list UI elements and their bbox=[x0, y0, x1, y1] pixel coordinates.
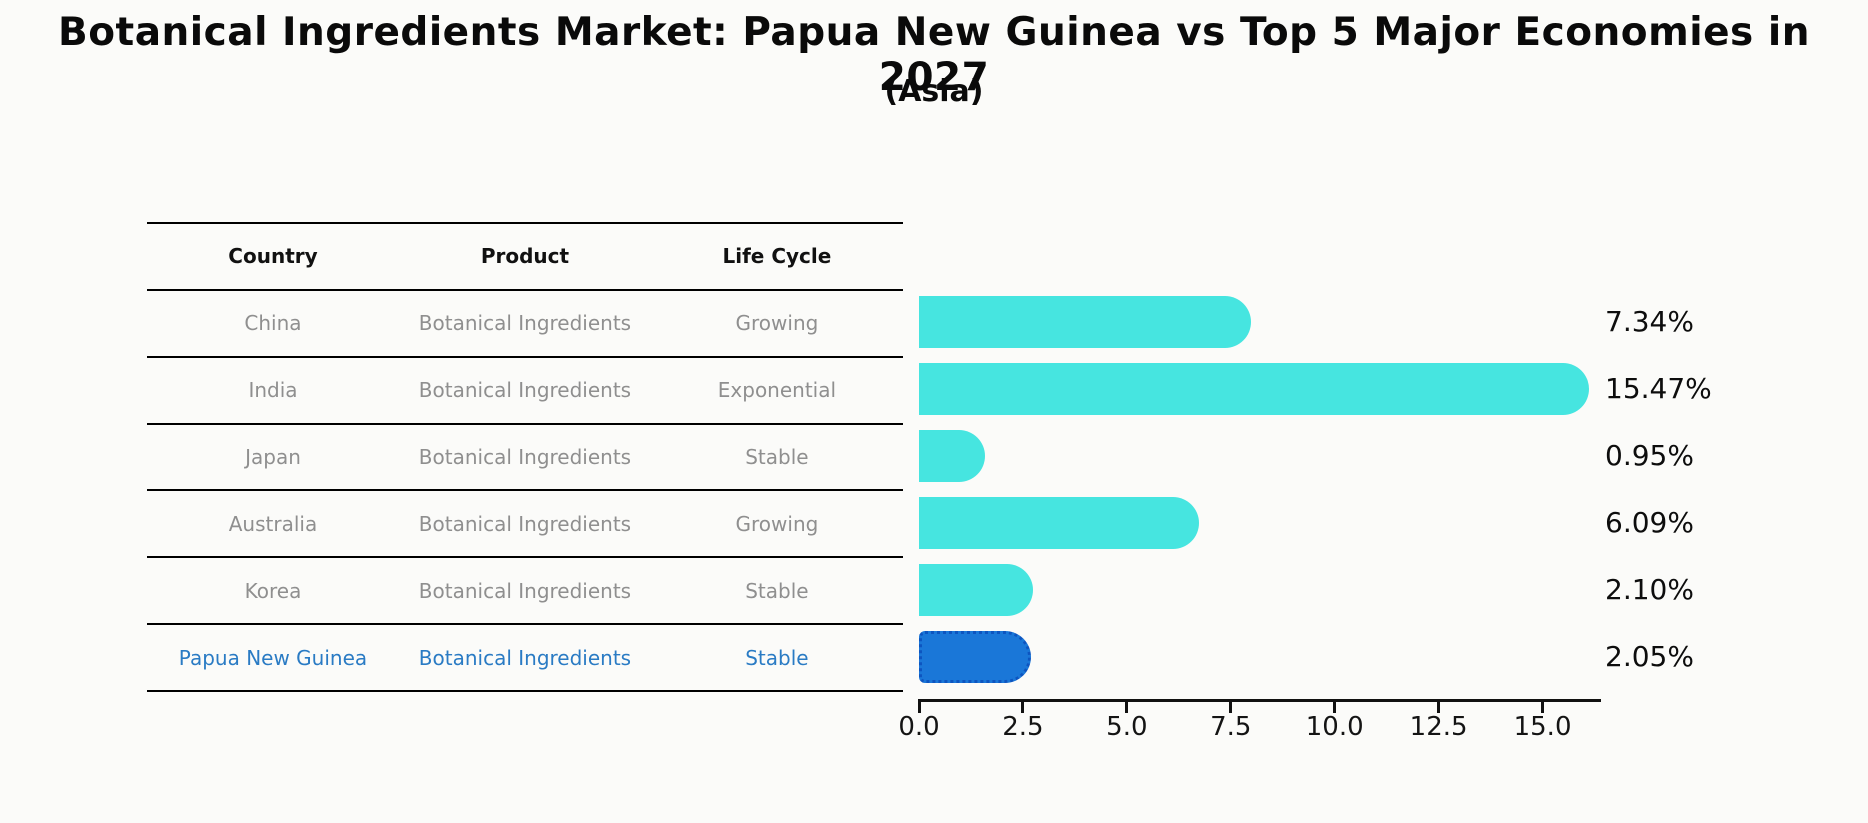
table-cell-country: India bbox=[248, 378, 298, 403]
x-axis-tick-label: 7.5 bbox=[1210, 712, 1252, 742]
column-header: Country bbox=[228, 244, 318, 269]
bar-value-label: 7.34% bbox=[1605, 305, 1694, 339]
table-cell-life-cycle: Stable bbox=[745, 645, 809, 670]
table-row: China Botanical Ingredients Growing bbox=[147, 288, 903, 356]
x-axis-tick-label: 0.0 bbox=[898, 712, 940, 742]
x-axis-tick bbox=[1125, 702, 1129, 713]
x-axis-tick bbox=[1229, 702, 1233, 713]
table-cell-life-cycle: Exponential bbox=[717, 378, 837, 403]
table-header-row: Country Product Life Cycle bbox=[147, 222, 903, 289]
bar bbox=[919, 430, 986, 482]
table-row: Korea Botanical Ingredients Stable bbox=[147, 556, 903, 623]
x-axis-tick-label: 2.5 bbox=[1002, 712, 1044, 742]
bar-value-label: 2.10% bbox=[1605, 572, 1694, 606]
table-row: Australia Botanical Ingredients Growing bbox=[147, 489, 903, 556]
x-axis-tick bbox=[1021, 702, 1025, 713]
x-axis-line bbox=[918, 699, 1601, 702]
bar-value-label: 6.09% bbox=[1605, 505, 1694, 539]
x-axis-tick-label: 15.0 bbox=[1513, 712, 1572, 742]
bar-value-label: 15.47% bbox=[1605, 372, 1712, 406]
table-row: Papua New Guinea Botanical Ingredients Sta… bbox=[147, 623, 903, 690]
table-cell-country: Korea bbox=[244, 578, 302, 603]
column-header: Life Cycle bbox=[722, 244, 832, 269]
table-cell-product: Botanical Ingredients bbox=[418, 511, 632, 536]
bar-value-label: 2.05% bbox=[1605, 639, 1694, 673]
x-axis-tick-label: 12.5 bbox=[1409, 712, 1468, 742]
bar-value-label: 0.95% bbox=[1605, 439, 1694, 472]
x-axis-tick bbox=[917, 702, 921, 713]
table-cell-country: China bbox=[244, 311, 302, 336]
table-cell-product: Botanical Ingredients bbox=[418, 645, 632, 670]
bar bbox=[919, 363, 1590, 416]
table-cell-product: Botanical Ingredients bbox=[418, 578, 632, 603]
table-row: Japan Botanical Ingredients Stable bbox=[147, 422, 903, 490]
column-header: Product bbox=[480, 244, 570, 269]
table-cell-product: Botanical Ingredients bbox=[418, 311, 632, 336]
table-cell-country: Australia bbox=[228, 511, 318, 536]
x-axis-tick-label: 5.0 bbox=[1106, 712, 1148, 742]
x-axis-tick bbox=[1541, 702, 1545, 713]
x-axis-tick-label: 10.0 bbox=[1305, 712, 1364, 742]
country-table: Country Product Life Cycle China Botanical I… bbox=[147, 222, 903, 693]
table-row: India Botanical Ingredients Exponential bbox=[147, 355, 903, 423]
x-axis-tick bbox=[1437, 702, 1441, 713]
table-cell-product: Botanical Ingredients bbox=[418, 378, 632, 403]
table-cell-country: Japan bbox=[245, 445, 301, 469]
table-cell-country: Papua New Guinea bbox=[178, 645, 368, 670]
bar bbox=[919, 496, 1200, 549]
chart-subtitle: (Asia) bbox=[884, 74, 984, 109]
table-cell-life-cycle: Growing bbox=[735, 511, 819, 536]
chart-title: Botanical Ingredients Market: Papua New … bbox=[58, 10, 1810, 100]
table-cell-life-cycle: Stable bbox=[745, 445, 809, 469]
bar bbox=[919, 296, 1252, 349]
bar bbox=[919, 563, 1034, 616]
x-axis-tick bbox=[1333, 702, 1337, 713]
bar-highlight bbox=[919, 630, 1032, 683]
table-cell-life-cycle: Stable bbox=[745, 578, 809, 603]
table-cell-product: Botanical Ingredients bbox=[418, 445, 632, 469]
table-cell-life-cycle: Growing bbox=[735, 311, 819, 336]
